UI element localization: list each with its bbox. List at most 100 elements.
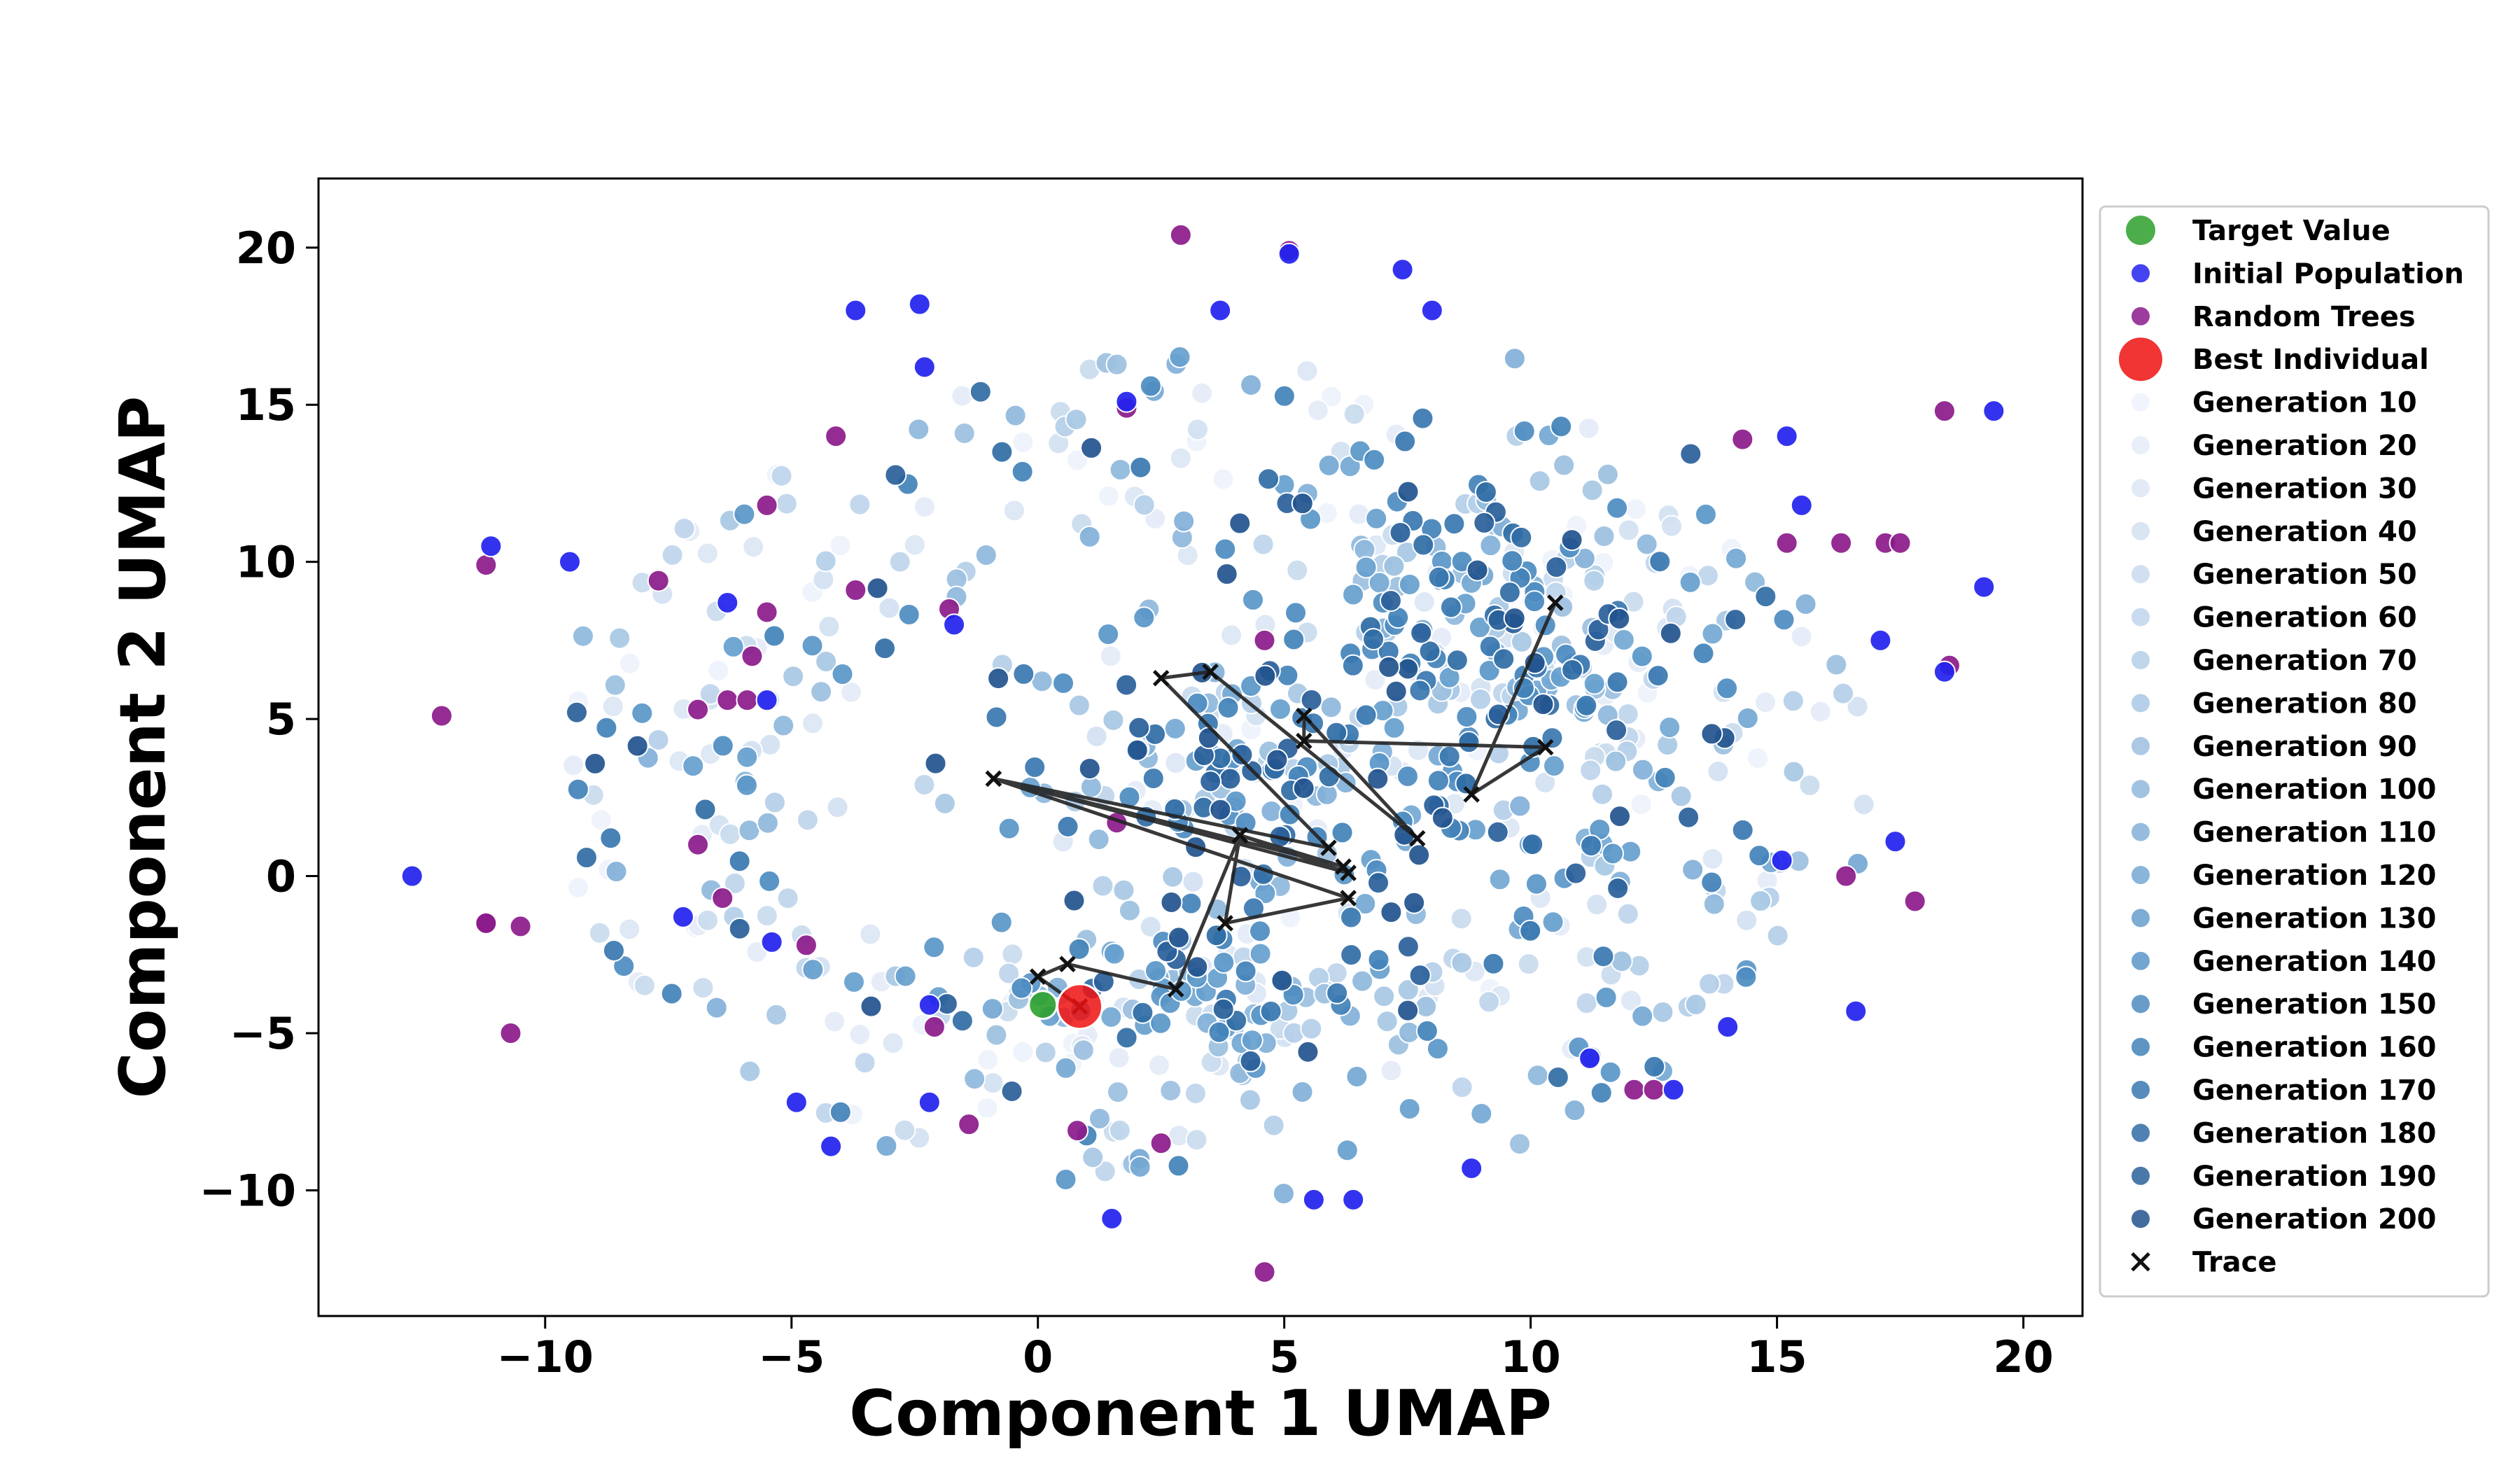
generation-point [1455, 705, 1478, 728]
legend-label: Trace [2192, 1247, 2276, 1279]
legend-generation: Generation 10 [2130, 387, 2417, 419]
trace-marker [1536, 738, 1554, 756]
generation-point [1772, 608, 1795, 631]
generation-point [1340, 906, 1363, 929]
random-tree-point [1775, 531, 1798, 554]
generation-point [1354, 704, 1378, 727]
legend-generation: Generation 50 [2130, 559, 2417, 591]
generation-point [1382, 716, 1406, 739]
generation-point [875, 1135, 898, 1158]
generation-point [603, 673, 626, 696]
generation-point [1577, 416, 1600, 440]
random-tree-point [1149, 1132, 1172, 1155]
generation-point [1208, 1021, 1231, 1044]
y-tick-label: −10 [200, 1165, 296, 1216]
generation-point [1180, 892, 1203, 915]
legend-label: Generation 140 [2192, 946, 2437, 978]
generation-point [755, 904, 778, 927]
generation-point [1398, 573, 1421, 596]
generation-point [1266, 748, 1289, 771]
generation-point [1601, 842, 1624, 865]
trace-marker [1320, 839, 1337, 856]
trace-marker [1029, 968, 1046, 985]
trace-marker [1335, 858, 1352, 875]
initial-population-point [1391, 258, 1414, 281]
generation-point [1389, 521, 1412, 544]
generation-point [1320, 385, 1343, 408]
generation-point [1396, 480, 1420, 503]
generation-point [1063, 889, 1086, 912]
initial-population-point [760, 930, 783, 953]
generation-point [1091, 874, 1114, 897]
generation-point [1080, 436, 1103, 459]
generation-point [711, 734, 734, 757]
generation-point [1252, 533, 1275, 556]
generation-point [1659, 622, 1682, 645]
generation-point [1521, 833, 1544, 856]
initial-population-point [1775, 425, 1798, 448]
generation-point [1269, 698, 1292, 721]
generation-point [1394, 430, 1417, 453]
generation-point [860, 995, 883, 1018]
legend-marker [2131, 1252, 2150, 1272]
generation-point [618, 918, 641, 941]
generation-point [1782, 690, 1805, 713]
generation-point [763, 624, 786, 648]
generation-point [1431, 806, 1454, 830]
best-individual-point [1056, 983, 1104, 1030]
generation-point [815, 650, 838, 673]
legend-label: Target Value [2192, 215, 2390, 247]
generation-point [1508, 1133, 1532, 1156]
generation-point [913, 496, 936, 519]
generation-point [1066, 449, 1089, 472]
generation-point [1364, 668, 1387, 692]
generation-point [1670, 785, 1693, 808]
initial-population-point [1302, 1188, 1325, 1211]
random-tree-point [1830, 531, 1853, 554]
initial-population-point [755, 689, 778, 712]
generation-point [696, 542, 719, 565]
generation-point [1343, 402, 1366, 426]
generation-point [997, 817, 1021, 840]
generation-point [1102, 942, 1126, 965]
generation-point [1284, 601, 1308, 624]
legend-marker [2130, 435, 2151, 456]
generation-point [1482, 952, 1505, 975]
generation-point [818, 615, 841, 638]
generation-point [1439, 596, 1462, 619]
generation-point [1220, 624, 1243, 647]
legend-generation: Generation 100 [2130, 774, 2437, 806]
generation-point [1651, 1001, 1674, 1024]
generation-point [1142, 766, 1165, 790]
legend: Target Value Initial Population Random Tre… [2099, 205, 2490, 1298]
generation-point [682, 755, 705, 778]
generation-point [1051, 672, 1074, 695]
legend-generation: Generation 70 [2130, 645, 2417, 677]
generation-point [1735, 909, 1758, 932]
generation-point [1100, 1005, 1123, 1028]
generation-point [1300, 689, 1323, 712]
generation-point [1378, 655, 1401, 678]
generation-point [1488, 868, 1511, 891]
x-tick-label: −10 [497, 1331, 594, 1382]
generation-point [1273, 384, 1296, 407]
legend-marker [2130, 735, 2151, 757]
generation-point [1427, 566, 1450, 589]
legend-generation: Generation 180 [2130, 1117, 2437, 1149]
random-tree-point [1933, 400, 1956, 423]
plot-frame [317, 177, 2084, 1317]
y-tick-label: 5 [266, 694, 296, 745]
generation-point [589, 808, 612, 832]
generation-point [1249, 920, 1272, 943]
generation-point [633, 974, 656, 997]
generation-point [1354, 556, 1378, 579]
generation-point [1564, 862, 1588, 885]
random-tree-point [1889, 531, 1912, 554]
generation-point [884, 463, 907, 486]
trace-marker [1168, 981, 1184, 997]
legend-generation: Generation 200 [2130, 1203, 2437, 1236]
generation-point [1450, 1076, 1474, 1099]
generation-point [1724, 608, 1747, 631]
legend-target-value: Target Value [2124, 214, 2390, 247]
generation-point [990, 911, 1013, 934]
